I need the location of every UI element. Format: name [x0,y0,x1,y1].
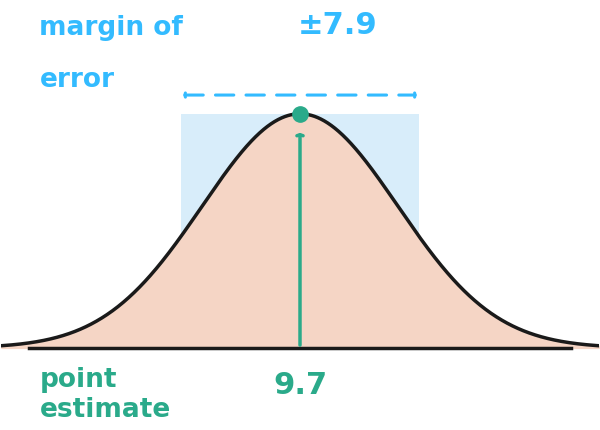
Text: error: error [40,67,115,93]
Text: point: point [40,367,117,393]
Bar [181,114,419,348]
Text: margin of: margin of [40,15,183,41]
Text: 9.7: 9.7 [273,372,327,400]
Text: ±7.9: ±7.9 [298,11,378,40]
Text: estimate: estimate [40,397,170,423]
